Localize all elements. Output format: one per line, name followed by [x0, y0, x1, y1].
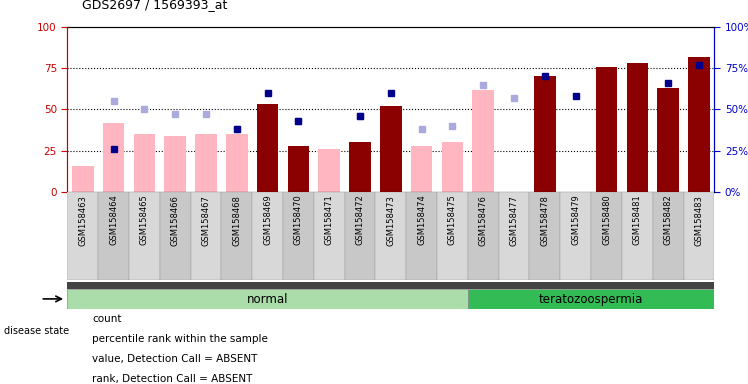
Bar: [380, 149, 402, 192]
Bar: [257, 104, 278, 192]
Bar: [226, 134, 248, 192]
Bar: [195, 134, 217, 192]
Text: GSM158465: GSM158465: [140, 195, 149, 245]
Text: disease state: disease state: [4, 326, 69, 336]
Bar: [345, 192, 375, 280]
Text: GSM158472: GSM158472: [355, 195, 364, 245]
Text: GSM158479: GSM158479: [571, 195, 580, 245]
Text: count: count: [92, 314, 121, 324]
Bar: [534, 109, 556, 192]
Bar: [67, 289, 468, 309]
Bar: [622, 192, 653, 280]
Bar: [288, 146, 309, 192]
Bar: [530, 192, 560, 280]
Text: rank, Detection Call = ABSENT: rank, Detection Call = ABSENT: [92, 374, 252, 384]
Bar: [560, 192, 591, 280]
Bar: [165, 136, 186, 192]
Bar: [67, 192, 98, 280]
Bar: [468, 289, 714, 309]
Bar: [283, 192, 314, 280]
Text: GDS2697 / 1569393_at: GDS2697 / 1569393_at: [82, 0, 227, 12]
Bar: [499, 192, 530, 280]
Bar: [657, 88, 679, 192]
Bar: [411, 146, 432, 192]
Bar: [591, 192, 622, 280]
Text: GSM158478: GSM158478: [540, 195, 549, 245]
Bar: [319, 149, 340, 192]
Text: value, Detection Call = ABSENT: value, Detection Call = ABSENT: [92, 354, 257, 364]
Text: GSM158468: GSM158468: [233, 195, 242, 245]
Text: GSM158476: GSM158476: [479, 195, 488, 245]
Bar: [437, 192, 468, 280]
Text: GSM158471: GSM158471: [325, 195, 334, 245]
Text: GSM158481: GSM158481: [633, 195, 642, 245]
Text: GSM158470: GSM158470: [294, 195, 303, 245]
Text: GSM158482: GSM158482: [663, 195, 672, 245]
Bar: [314, 192, 345, 280]
Bar: [375, 192, 406, 280]
Text: GSM158469: GSM158469: [263, 195, 272, 245]
Bar: [534, 76, 556, 192]
Text: GSM158467: GSM158467: [201, 195, 210, 245]
Bar: [102, 122, 124, 192]
Bar: [468, 192, 499, 280]
Bar: [473, 89, 494, 192]
Bar: [441, 142, 463, 192]
Bar: [191, 192, 221, 280]
Text: GSM158464: GSM158464: [109, 195, 118, 245]
Bar: [134, 134, 155, 192]
Bar: [380, 106, 402, 192]
Bar: [252, 192, 283, 280]
Text: GSM158463: GSM158463: [79, 195, 88, 245]
Text: teratozoospermia: teratozoospermia: [539, 293, 643, 306]
Bar: [67, 282, 714, 289]
Bar: [688, 56, 710, 192]
Text: GSM158477: GSM158477: [509, 195, 518, 245]
Bar: [160, 192, 191, 280]
Bar: [406, 192, 437, 280]
Text: GSM158474: GSM158474: [417, 195, 426, 245]
Text: GSM158480: GSM158480: [602, 195, 611, 245]
Text: GSM158466: GSM158466: [171, 195, 180, 245]
Text: normal: normal: [247, 293, 288, 306]
Bar: [349, 142, 371, 192]
Bar: [72, 166, 94, 192]
Bar: [221, 192, 252, 280]
Text: GSM158483: GSM158483: [694, 195, 703, 245]
Text: GSM158475: GSM158475: [448, 195, 457, 245]
Text: GSM158473: GSM158473: [386, 195, 396, 245]
Bar: [98, 192, 129, 280]
Text: percentile rank within the sample: percentile rank within the sample: [92, 334, 268, 344]
Bar: [684, 192, 714, 280]
Bar: [288, 149, 309, 192]
Bar: [627, 63, 648, 192]
Bar: [653, 192, 684, 280]
Bar: [595, 66, 617, 192]
Bar: [129, 192, 160, 280]
